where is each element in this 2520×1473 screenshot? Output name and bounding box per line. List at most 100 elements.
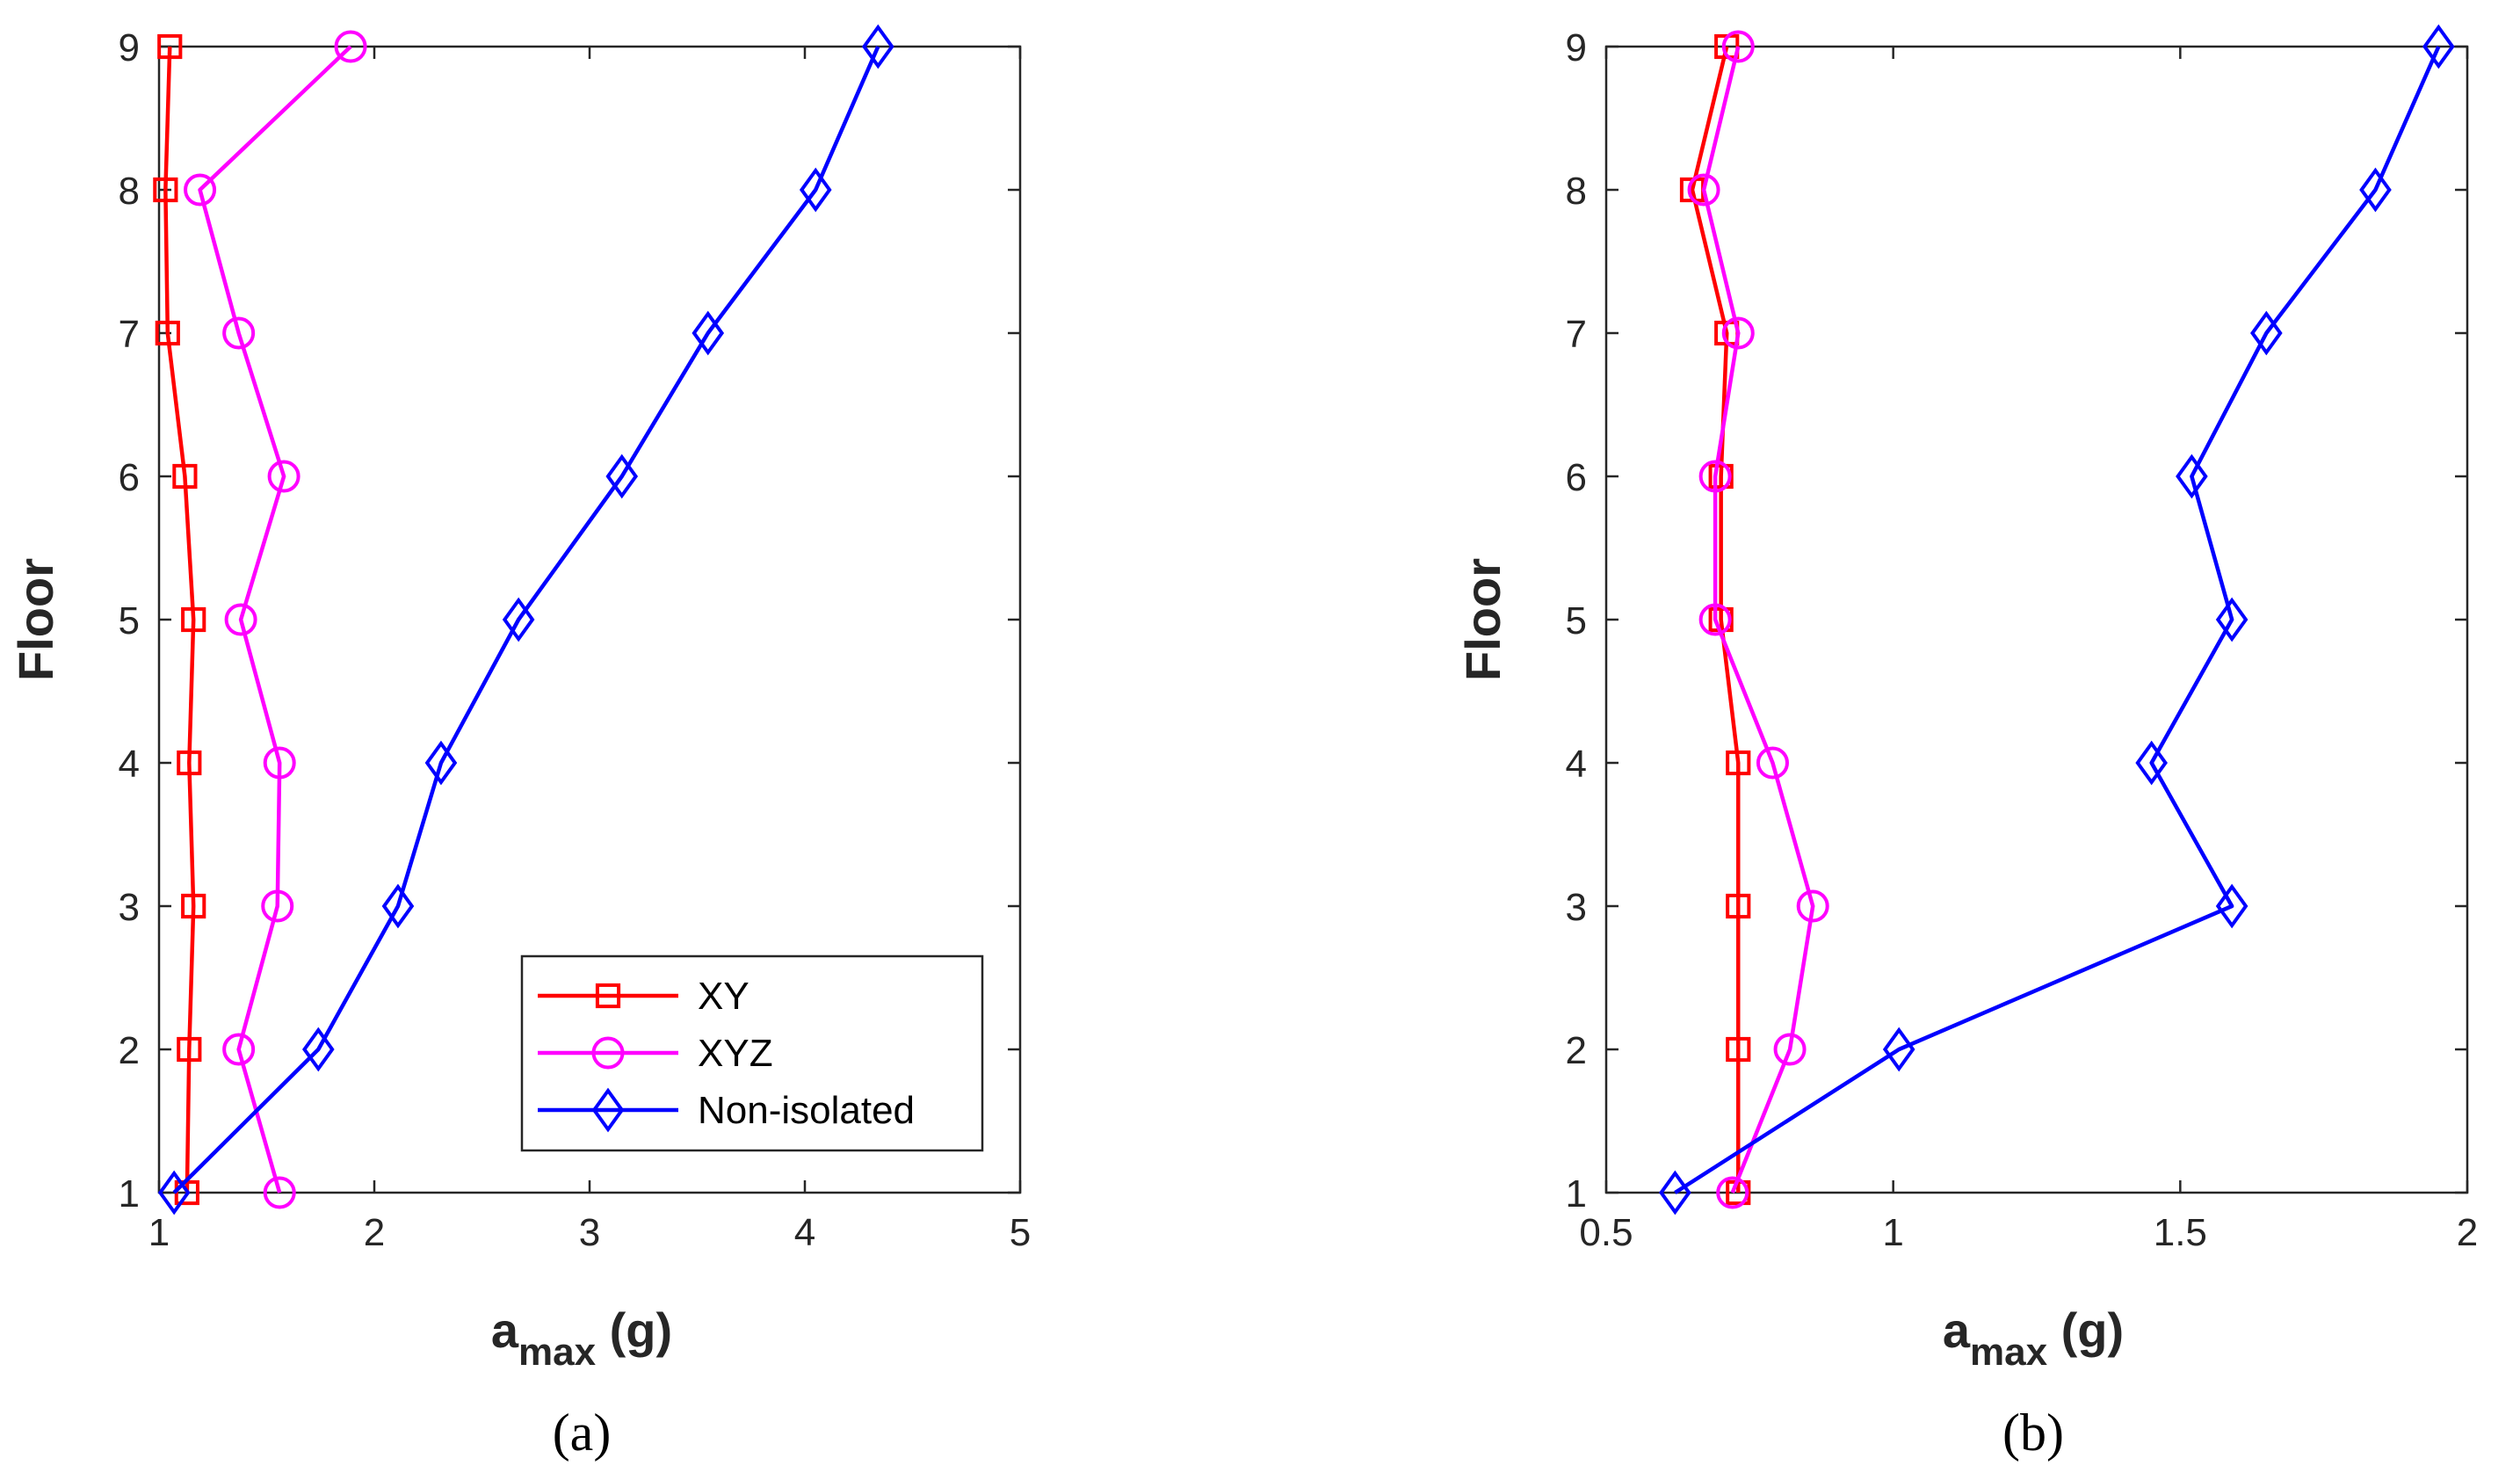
data-point-xy — [1708, 463, 1734, 490]
x-tick-label: 2 — [2457, 1211, 2478, 1254]
data-point-xyz — [1773, 1033, 1807, 1066]
y-tick-label: 3 — [1566, 886, 1587, 929]
legend-label-xyz: XYZ — [698, 1032, 773, 1075]
data-point-xyz — [1687, 173, 1720, 207]
y-tick-label: 7 — [1566, 313, 1587, 356]
series-line-xyz — [198, 45, 352, 1194]
x-axis-title-main: a — [491, 1302, 519, 1358]
data-point-xyz — [222, 316, 256, 350]
axes-box — [1604, 45, 2469, 1194]
legend-marker-xyz — [591, 1036, 625, 1070]
legend-marker-non-isolated — [591, 1087, 625, 1133]
legend-label-non-isolated: Non-isolated — [698, 1089, 915, 1132]
x-tick-label: 1.5 — [2154, 1211, 2207, 1254]
data-point-non-isolated — [1882, 1027, 1915, 1072]
legend-label-xy: XY — [698, 975, 749, 1018]
data-point-non-isolated — [1659, 1170, 1691, 1215]
x-axis-title-unit: (g) — [2047, 1302, 2124, 1358]
data-point-xy — [172, 463, 198, 490]
data-point-xyz — [263, 1176, 296, 1209]
y-tick-label: 9 — [119, 26, 140, 69]
data-point-non-isolated — [424, 740, 458, 786]
data-point-xyz — [224, 603, 257, 636]
data-point-non-isolated — [2176, 454, 2208, 499]
data-point-non-isolated — [799, 167, 832, 213]
y-tick-label: 5 — [1566, 599, 1587, 642]
data-point-xyz — [1698, 460, 1732, 493]
data-point-non-isolated — [861, 24, 894, 69]
data-point-xyz — [267, 460, 301, 493]
data-point-xy — [181, 606, 206, 633]
x-axis-title-sub: max — [1970, 1331, 2048, 1374]
data-point-non-isolated — [2359, 167, 2392, 213]
data-point-non-isolated — [381, 883, 415, 929]
y-tick-label: 6 — [1566, 456, 1587, 499]
y-tick-label: 1 — [119, 1172, 140, 1215]
data-point-non-isolated — [157, 1170, 191, 1215]
data-point-xy — [181, 893, 206, 919]
data-point-xyz — [1796, 889, 1829, 923]
y-tick-label: 3 — [119, 886, 140, 929]
series-line-xy — [163, 46, 196, 1194]
x-tick-label: 1 — [148, 1211, 170, 1254]
x-axis-title-sub: max — [518, 1331, 597, 1374]
series-line-non-isolated — [1674, 46, 2441, 1194]
data-point-non-isolated — [2215, 597, 2248, 642]
data-point-non-isolated — [2215, 883, 2248, 929]
data-point-non-isolated — [301, 1027, 335, 1072]
data-point-xyz — [184, 173, 217, 207]
data-point-xy — [177, 1036, 202, 1063]
y-tick-label: 1 — [1566, 1172, 1587, 1215]
data-point-non-isolated — [2250, 310, 2283, 356]
data-point-non-isolated — [692, 310, 725, 356]
data-point-xy — [157, 33, 183, 60]
legend: XY XYZ Non-isolated — [520, 954, 984, 1152]
data-point-non-isolated — [2422, 24, 2455, 69]
data-point-non-isolated — [502, 597, 535, 642]
data-point-non-isolated — [605, 454, 639, 499]
data-point-xyz — [1721, 316, 1755, 350]
x-tick-label: 4 — [794, 1211, 815, 1254]
y-tick-label: 2 — [119, 1029, 140, 1072]
panel-a: 1 2 3 4 5 1 2 3 4 5 6 7 8 9 amax (g) Floor (a) XY XYZ Non-i… — [8, 24, 1031, 1462]
y-tick-label: 5 — [119, 599, 140, 642]
data-point-xy — [1726, 893, 1751, 919]
panel-label: (a) — [553, 1404, 612, 1462]
x-axis-title-unit: (g) — [596, 1302, 672, 1358]
y-tick-label: 2 — [1566, 1029, 1587, 1072]
data-point-xy — [1726, 1036, 1751, 1063]
data-point-xyz — [1716, 1176, 1749, 1209]
x-axis-title: amax (g) — [491, 1302, 672, 1374]
series-line-xy — [1690, 46, 1741, 1193]
legend-marker-xy — [595, 983, 621, 1009]
data-point-xy — [153, 177, 178, 203]
x-tick-label: 5 — [1010, 1211, 1031, 1254]
data-point-non-isolated — [2135, 740, 2168, 786]
y-tick-label: 4 — [119, 743, 140, 786]
y-axis-title: Floor — [8, 558, 63, 681]
data-point-xyz — [334, 30, 367, 63]
y-tick-label: 7 — [119, 313, 140, 356]
series-line-xyz — [1701, 46, 1815, 1194]
data-point-xy — [1726, 750, 1751, 776]
x-axis-title-main: a — [1943, 1302, 1971, 1358]
y-tick-label: 6 — [119, 456, 140, 499]
data-point-xyz — [263, 746, 296, 780]
y-tick-label: 8 — [1566, 170, 1587, 213]
data-point-xyz — [222, 1033, 256, 1066]
x-tick-label: 0.5 — [1579, 1211, 1633, 1254]
series-line-non-isolated — [172, 46, 880, 1194]
data-point-xy — [155, 320, 180, 346]
x-tick-label: 3 — [579, 1211, 600, 1254]
data-point-xyz — [261, 889, 294, 923]
data-point-xyz — [1756, 746, 1789, 780]
panel-label: (b) — [2002, 1404, 2064, 1462]
data-point-xyz — [1698, 603, 1732, 636]
y-tick-label: 8 — [119, 170, 140, 213]
y-axis-title: Floor — [1455, 558, 1510, 681]
data-point-xyz — [1721, 30, 1755, 63]
y-tick-label: 4 — [1566, 743, 1587, 786]
x-tick-label: 2 — [364, 1211, 385, 1254]
